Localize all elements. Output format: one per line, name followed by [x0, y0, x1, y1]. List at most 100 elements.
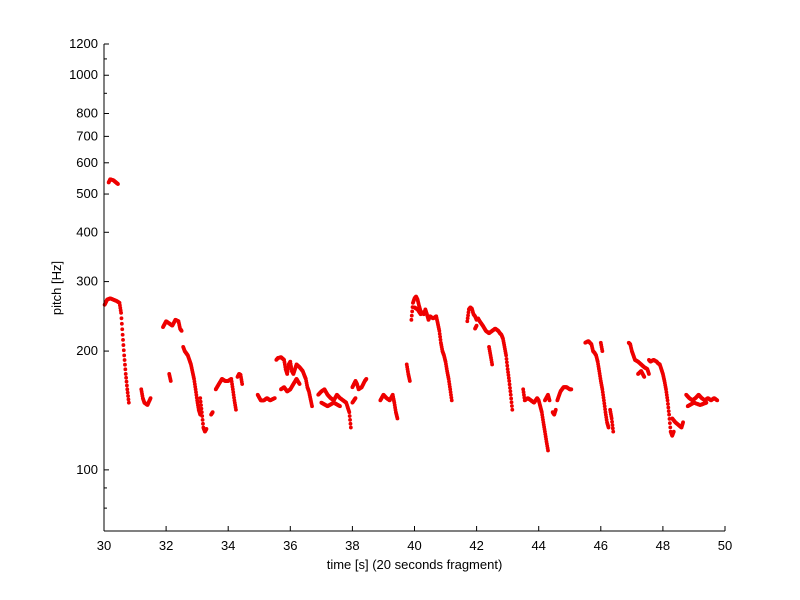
- pitch-point: [200, 417, 205, 422]
- pitch-point: [506, 370, 510, 374]
- pitch-point: [409, 317, 414, 322]
- x-ticks: 30 32 34 36 38 40 42 44 46 48 50: [97, 526, 732, 553]
- pitch-point: [123, 367, 128, 372]
- pitch-point: [465, 319, 470, 324]
- pitch-point: [125, 390, 130, 395]
- pitch-point: [121, 348, 126, 353]
- y-tick-label: 200: [76, 343, 98, 358]
- pitch-point: [120, 327, 125, 332]
- pitch-point: [437, 331, 442, 336]
- x-tick-label: 40: [407, 538, 421, 553]
- pitch-point: [521, 387, 526, 392]
- pitch-point: [448, 387, 453, 392]
- y-ticks: 100 200 300 400 500 600 700 800 1000 1200: [69, 36, 109, 509]
- pitch-point: [204, 427, 209, 431]
- pitch-point: [437, 328, 442, 333]
- pitch-point: [715, 398, 720, 403]
- pitch-point: [465, 316, 470, 321]
- pitch-point: [193, 387, 198, 392]
- pitch-point: [126, 397, 131, 402]
- x-tick-label: 48: [656, 538, 670, 553]
- pitch-point: [407, 379, 412, 383]
- pitch-point: [297, 382, 302, 386]
- pitch-point: [610, 423, 615, 427]
- pitch-point: [179, 328, 184, 333]
- x-axis-label: time [s] (20 seconds fragment): [327, 557, 503, 572]
- pitch-point: [123, 362, 127, 367]
- pitch-point: [510, 404, 514, 408]
- pitch-point: [664, 392, 669, 397]
- pitch-point: [601, 392, 606, 397]
- pitch-point: [364, 377, 369, 381]
- pitch-point: [611, 429, 616, 434]
- pitch-point: [122, 353, 127, 358]
- pitch-point: [504, 360, 509, 365]
- y-axis-label: pitch [Hz]: [49, 261, 64, 315]
- y-tick-label: 1000: [69, 67, 98, 82]
- pitch-point: [230, 387, 235, 392]
- pitch-point: [210, 410, 215, 415]
- pitch-point: [704, 400, 709, 405]
- y-tick-label: 700: [76, 128, 98, 143]
- pitch-point: [507, 382, 512, 387]
- pitch-point: [547, 398, 552, 403]
- y-tick-label: 800: [76, 105, 98, 120]
- y-tick-label: 400: [76, 224, 98, 239]
- pitch-point: [600, 349, 605, 353]
- pitch-point: [507, 379, 512, 383]
- pitch-point: [148, 396, 153, 401]
- y-tick-label: 500: [76, 186, 98, 201]
- pitch-point: [553, 407, 558, 412]
- pitch-point: [606, 425, 611, 430]
- pitch-point: [418, 312, 423, 317]
- pitch-point: [609, 416, 614, 421]
- pitch-point: [347, 414, 352, 418]
- pitch-point: [602, 398, 606, 403]
- pitch-point: [449, 392, 453, 397]
- pitch-point: [198, 399, 203, 404]
- pitch-point: [199, 403, 203, 408]
- pitch-point: [120, 332, 125, 337]
- pitch-point: [410, 309, 415, 314]
- pitch-point: [466, 313, 470, 318]
- x-tick-label: 34: [221, 538, 235, 553]
- pitch-point: [509, 396, 514, 401]
- pitch-point: [664, 387, 668, 392]
- pitch-point: [466, 310, 471, 315]
- pitch-point: [602, 404, 607, 409]
- pitch-point: [348, 425, 353, 430]
- pitch-point: [119, 316, 124, 321]
- pitch-point: [240, 382, 245, 386]
- pitch-point: [666, 409, 671, 413]
- x-tick-label: 42: [469, 538, 483, 553]
- pitch-point: [667, 421, 672, 426]
- x-tick-label: 46: [594, 538, 608, 553]
- x-tick-label: 32: [159, 538, 173, 553]
- pitch-point: [116, 182, 120, 186]
- pitch-point: [409, 313, 414, 318]
- y-tick-label: 1200: [69, 36, 98, 51]
- pitch-point: [508, 385, 512, 390]
- pitch-point: [546, 448, 550, 453]
- pitch-point: [509, 400, 514, 405]
- pitch-point: [505, 367, 510, 372]
- pitch-point: [668, 425, 673, 430]
- x-tick-label: 36: [283, 538, 297, 553]
- pitch-point: [119, 310, 123, 315]
- pitch-point: [353, 396, 358, 401]
- pitch-point: [506, 376, 511, 380]
- pitch-point: [510, 407, 515, 412]
- x-tick-label: 38: [345, 538, 359, 553]
- pitch-point: [122, 358, 127, 362]
- y-tick-label: 600: [76, 155, 98, 170]
- pitch-point: [125, 387, 130, 392]
- pitch-point: [123, 372, 128, 376]
- x-tick-label: 44: [531, 538, 545, 553]
- x-tick-label: 30: [97, 538, 111, 553]
- pitch-point: [272, 396, 277, 401]
- pitch-point: [569, 387, 574, 392]
- pitch-point: [642, 375, 647, 379]
- pitch-point: [666, 405, 671, 410]
- pitch-point: [310, 404, 314, 409]
